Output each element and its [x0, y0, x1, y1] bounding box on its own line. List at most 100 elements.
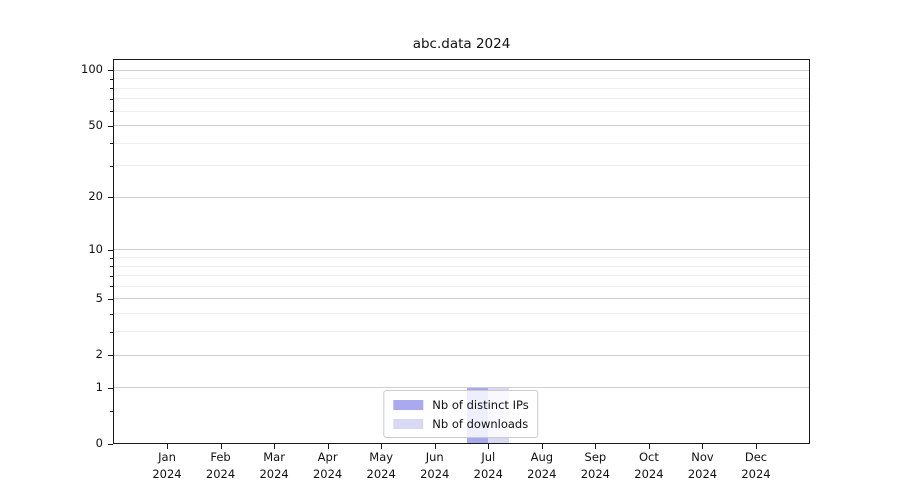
gridline-major	[113, 125, 810, 127]
y-tick-label: 1	[95, 379, 103, 394]
gridline-major	[113, 196, 810, 198]
y-tick-mark-minor	[110, 266, 113, 268]
legend-label: Nb of distinct IPs	[432, 397, 529, 412]
x-tick-label: Mar 2024	[246, 449, 302, 482]
x-tick-year: 2024	[205, 466, 236, 481]
gridline-minor	[113, 265, 810, 267]
x-tick-label: Nov 2024	[674, 449, 730, 482]
x-tick-year: 2024	[580, 466, 610, 481]
y-tick-mark-minor	[110, 411, 113, 413]
y-tick-label: 10	[88, 241, 103, 256]
x-tick-year: 2024	[473, 466, 503, 481]
legend: Nb of distinct IPs Nb of downloads	[383, 390, 539, 438]
y-tick-mark-minor	[110, 143, 113, 145]
gridline-minor	[113, 142, 810, 144]
y-tick-mark	[108, 249, 113, 251]
y-tick-mark	[108, 70, 113, 72]
y-tick-mark-minor	[110, 331, 113, 333]
x-tick-month: Aug	[530, 450, 554, 464]
y-tick-mark	[108, 197, 113, 199]
x-tick-label: May 2024	[353, 449, 409, 482]
y-tick-mark-minor	[110, 165, 113, 167]
x-tick-mark	[541, 444, 543, 449]
x-tick-month: Jan	[158, 450, 176, 464]
x-tick-month: Jul	[481, 450, 496, 464]
x-tick-mark	[381, 444, 383, 449]
x-tick-month: Dec	[744, 450, 768, 464]
x-tick-month: May	[369, 450, 394, 464]
y-tick-mark-minor	[110, 313, 113, 315]
y-tick-label: 20	[88, 189, 103, 204]
chart-title: abc.data 2024	[412, 36, 511, 52]
gridline-minor	[113, 275, 810, 277]
x-tick-mark	[274, 444, 276, 449]
y-tick-mark-minor	[110, 275, 113, 277]
legend-item: Nb of downloads	[393, 414, 528, 433]
y-tick-mark	[108, 125, 113, 127]
x-tick-year: 2024	[259, 466, 289, 481]
x-tick-mark	[434, 444, 436, 449]
gridline-major	[113, 298, 810, 300]
gridline-minor	[113, 313, 810, 315]
x-tick-label: Aug 2024	[514, 449, 570, 482]
x-tick-year: 2024	[527, 466, 557, 481]
x-tick-mark	[220, 444, 222, 449]
gridline-minor	[113, 257, 810, 258]
legend-swatch-icon	[393, 418, 424, 429]
legend-label: Nb of downloads	[432, 416, 529, 431]
x-tick-year: 2024	[687, 466, 718, 481]
x-tick-mark	[702, 444, 704, 449]
y-tick-mark	[108, 298, 113, 300]
y-tick-label: 0	[95, 436, 103, 450]
x-tick-mark	[167, 444, 168, 449]
gridline-minor	[113, 87, 810, 89]
x-tick-year: 2024	[634, 466, 664, 481]
y-tick-label: 50	[88, 117, 103, 132]
y-tick-mark	[108, 355, 113, 357]
x-tick-year: 2024	[152, 466, 182, 481]
x-tick-mark	[595, 444, 597, 449]
legend-item: Nb of distinct IPs	[393, 395, 529, 414]
x-tick-month: Oct	[638, 450, 659, 464]
gridline-major	[113, 249, 810, 251]
y-tick-label: 5	[95, 290, 103, 305]
gridline-minor	[113, 110, 810, 112]
x-tick-label: Dec 2024	[728, 449, 784, 482]
y-tick-mark	[108, 387, 113, 389]
x-tick-mark	[488, 444, 490, 449]
x-tick-month: Feb	[210, 450, 231, 464]
x-tick-label: Oct 2024	[621, 449, 677, 482]
x-tick-month: Mar	[263, 450, 285, 464]
plot-area	[113, 59, 810, 444]
x-tick-label: Apr 2024	[300, 449, 356, 482]
x-tick-label: Feb 2024	[193, 449, 249, 482]
x-tick-mark	[756, 444, 757, 449]
y-tick-mark	[108, 444, 113, 445]
x-tick-year: 2024	[366, 466, 396, 481]
x-tick-label: Jul 2024	[460, 449, 516, 482]
gridline-minor	[113, 98, 810, 100]
y-tick-mark-minor	[110, 257, 113, 259]
gridline-major	[113, 354, 810, 356]
x-tick-month: Nov	[691, 450, 714, 464]
y-tick-mark-minor	[110, 286, 113, 288]
x-tick-month: Sep	[584, 450, 607, 464]
gridline-minor	[113, 78, 810, 80]
y-tick-mark-minor	[110, 78, 113, 80]
x-tick-mark	[327, 444, 329, 449]
x-tick-year: 2024	[741, 466, 771, 481]
x-tick-month: Apr	[317, 450, 338, 464]
x-tick-year: 2024	[312, 466, 343, 481]
gridline-major	[113, 387, 810, 389]
gridline-minor	[113, 165, 810, 167]
gridline-major	[113, 69, 810, 71]
x-tick-month: Jun	[425, 450, 444, 464]
legend-swatch-icon	[393, 399, 424, 410]
x-tick-year: 2024	[420, 466, 450, 481]
x-tick-mark	[648, 444, 650, 449]
gridline-minor	[113, 285, 810, 287]
x-tick-label: Jun 2024	[407, 449, 463, 482]
gridline-minor	[113, 331, 810, 333]
x-tick-label: Jan 2024	[139, 449, 195, 482]
